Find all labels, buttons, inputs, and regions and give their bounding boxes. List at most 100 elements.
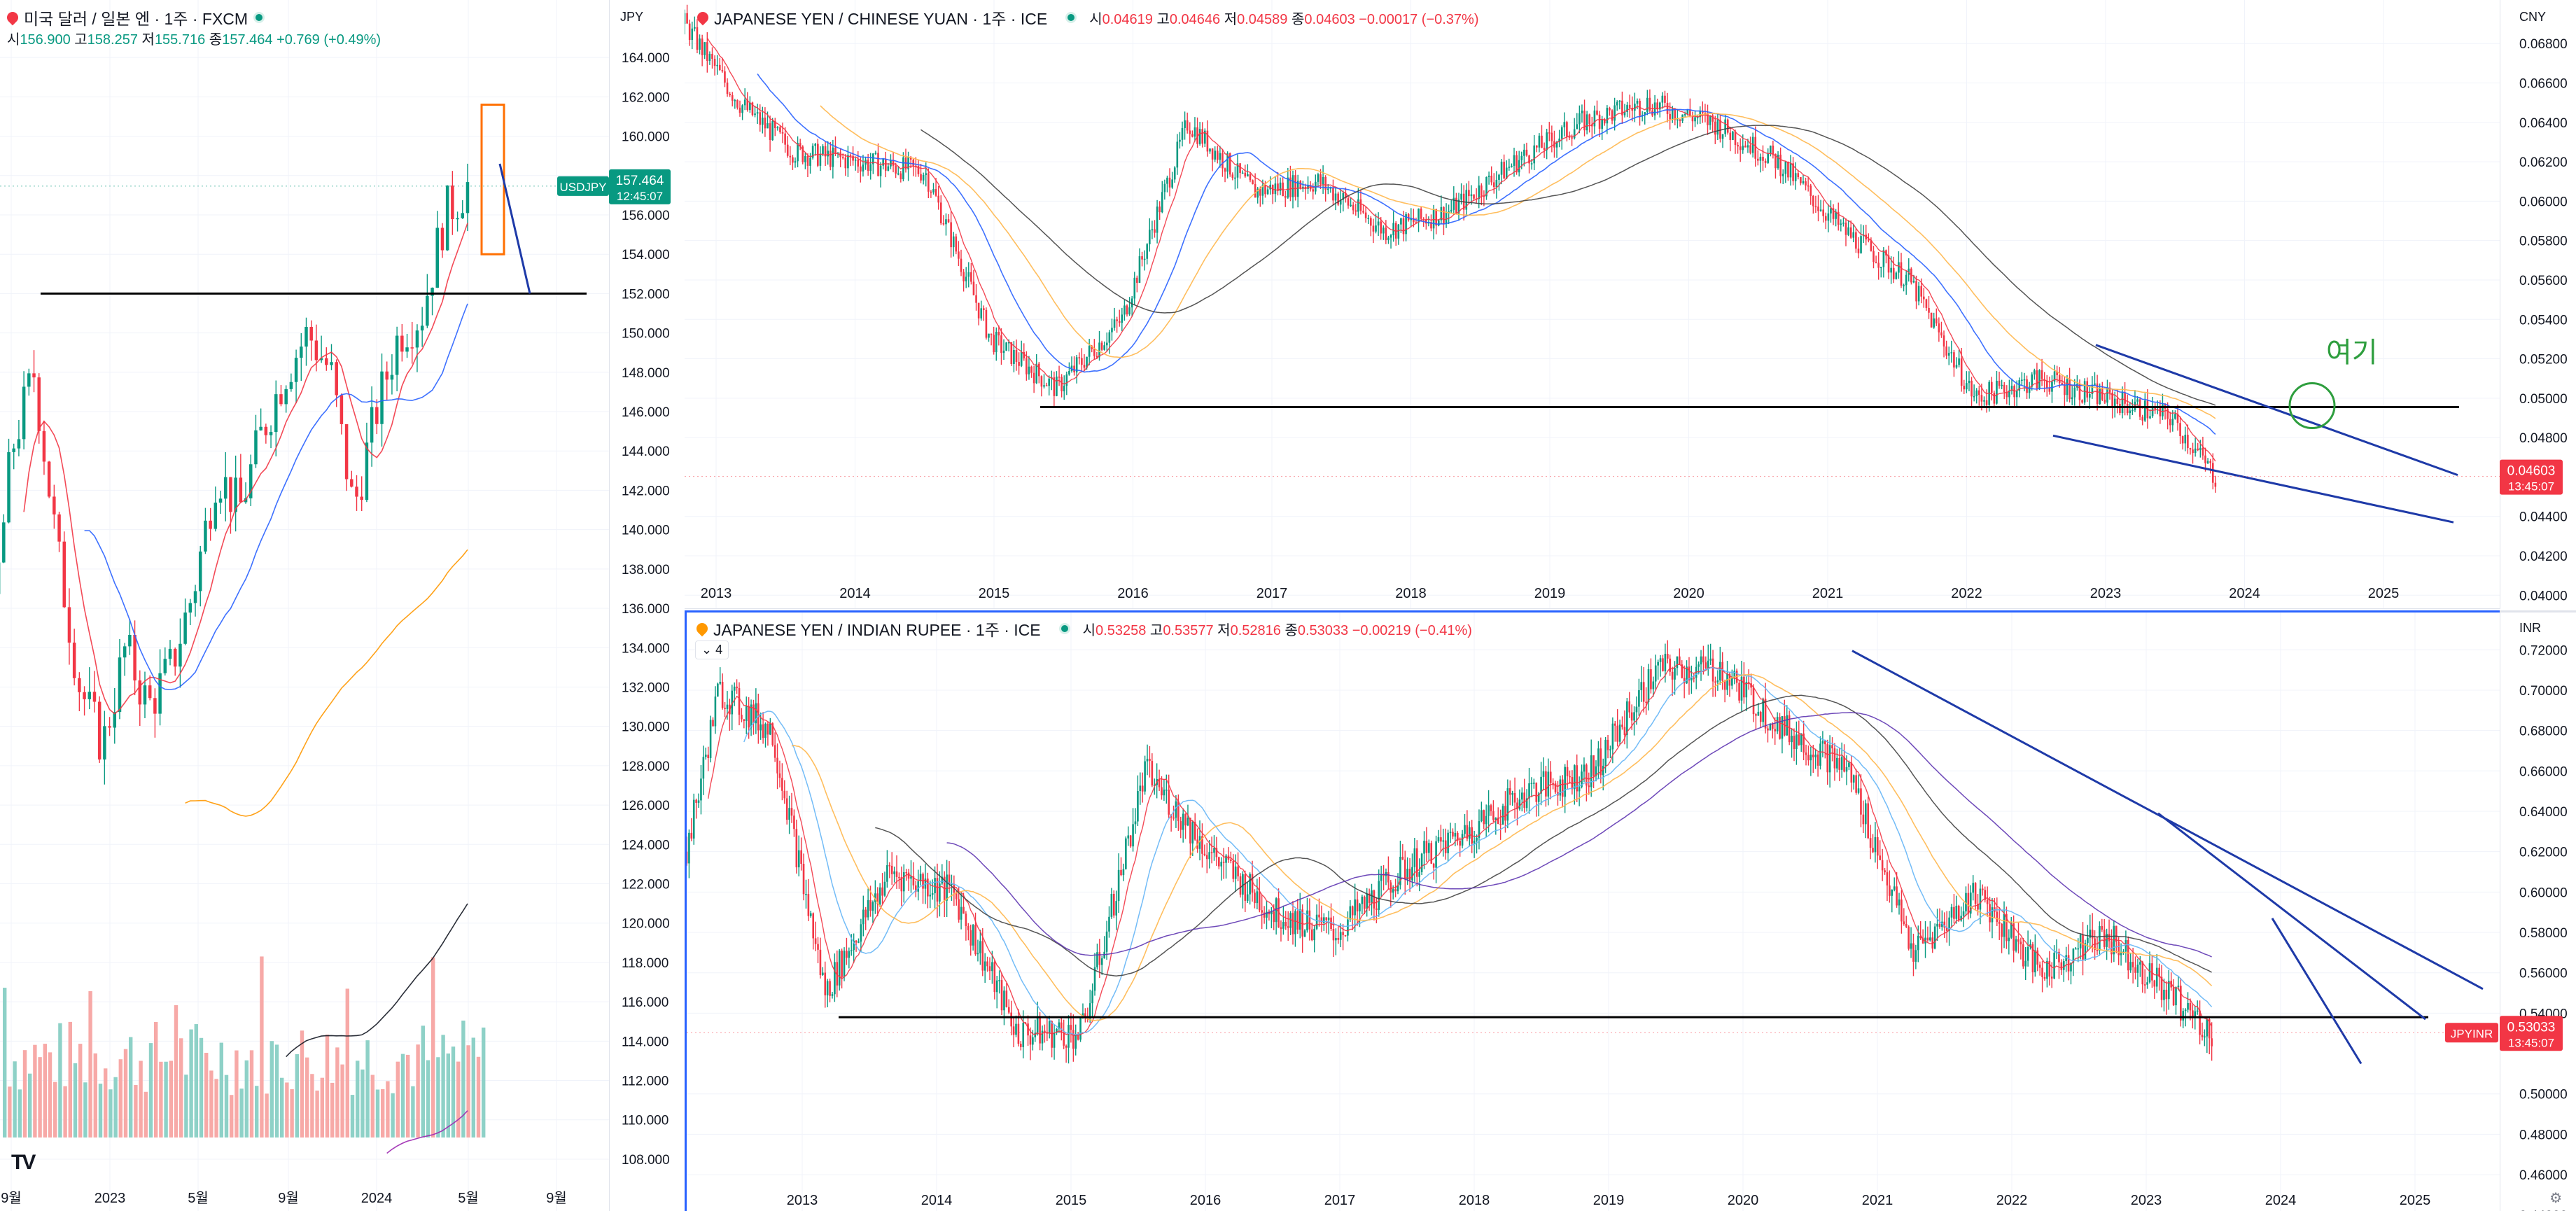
candle — [2067, 955, 2070, 972]
candle — [1425, 841, 1428, 853]
candle — [843, 951, 846, 977]
candle — [1592, 755, 1595, 776]
candle — [2031, 944, 2034, 972]
tradingview-logo[interactable]: TV — [11, 1151, 36, 1174]
candle — [1984, 890, 1987, 900]
axis-border — [609, 0, 610, 1211]
symbol-title[interactable]: JAPANESE YEN / CHINESE YUAN · 1주 · ICE — [714, 10, 1048, 28]
gear-icon[interactable]: ⚙ — [2549, 1191, 2562, 1206]
jpyinr-chart-pane[interactable]: 2013 2014 2015 2016 2017 2018 2019 2020 2021 2022… — [685, 610, 2500, 1211]
candle — [2139, 962, 2141, 965]
candle — [939, 202, 942, 223]
candle — [907, 872, 910, 879]
candle — [1659, 658, 1662, 662]
candle — [1278, 898, 1280, 927]
candle — [2079, 934, 2082, 948]
candle — [893, 871, 895, 874]
symbol-title[interactable]: 미국 달러 / 일본 엔 · 1주 · FXCM — [24, 10, 248, 28]
candle — [1968, 380, 1970, 384]
volume-bar — [43, 1044, 47, 1138]
candle — [1452, 197, 1455, 210]
candle — [1108, 916, 1110, 932]
candle — [1791, 736, 1793, 743]
indicator-collapse-button[interactable]: ⌄ 4 — [695, 640, 729, 659]
y-tick-label: 0.04000 — [2519, 589, 2568, 603]
candle — [883, 881, 886, 896]
x-tick-label: 2025 — [2368, 586, 2400, 601]
candle — [1376, 908, 1378, 910]
candle — [1189, 818, 1191, 844]
jpycny-price-axis[interactable]: 0.06800 0.06600 0.06400 0.06200 0.06000 0.058… — [2500, 0, 2576, 609]
candle — [1488, 805, 1490, 816]
candle — [254, 430, 258, 465]
candle — [1540, 776, 1542, 794]
volume-bar — [78, 1044, 83, 1138]
candle — [1852, 232, 1855, 238]
candle — [1423, 841, 1425, 854]
candle — [1091, 346, 1093, 349]
candle — [1903, 921, 1905, 925]
candle — [2089, 393, 2091, 398]
candle — [2, 522, 6, 563]
y-tick-label: 122.000 — [622, 878, 670, 892]
candle — [1480, 810, 1483, 822]
candle — [1268, 911, 1270, 915]
candle — [1359, 199, 1362, 211]
candle — [435, 227, 440, 288]
jpyinr-price-axis[interactable]: 0.72000 0.70000 0.68000 0.66000 0.64000 0.620… — [2500, 610, 2576, 1211]
candle — [1774, 729, 1777, 732]
candle — [936, 878, 939, 902]
candle — [1533, 145, 1536, 164]
candle — [451, 186, 454, 220]
candle — [1860, 236, 1862, 253]
candle — [2091, 384, 2094, 394]
candle — [2108, 387, 2111, 393]
candle — [704, 42, 706, 55]
candle — [1993, 393, 1996, 404]
candle — [1120, 869, 1122, 876]
currency-unit-label[interactable]: JPY — [620, 10, 644, 24]
candle — [1571, 777, 1574, 790]
candle — [2115, 925, 2118, 942]
currency-unit-label[interactable]: INR — [2519, 621, 2541, 635]
jpycny-chart-pane[interactable]: 2013 2014 2015 2016 2017 2018 2019 2020 2021 2022… — [685, 0, 2500, 609]
candle — [1955, 905, 1958, 919]
candle — [1354, 899, 1356, 916]
candle — [1027, 1023, 1029, 1036]
currency-unit-label[interactable]: CNY — [2519, 10, 2547, 24]
candle — [824, 972, 827, 995]
candle — [1788, 715, 1791, 743]
candle — [1857, 248, 1860, 253]
volume-bar — [199, 1037, 204, 1138]
candle — [1420, 853, 1423, 872]
candle — [1662, 658, 1664, 671]
jpyinr-chart[interactable]: 2013 2014 2015 2016 2017 2018 2019 2020 2021 2022… — [687, 612, 2500, 1211]
market-status-icon — [1065, 12, 1077, 23]
candle — [764, 723, 766, 738]
candle — [965, 913, 967, 926]
candle — [797, 143, 799, 162]
candle — [781, 778, 783, 791]
candle — [1844, 223, 1847, 235]
candle — [1724, 119, 1726, 134]
symbol-title[interactable]: JAPANESE YEN / INDIAN RUPEE · 1주 · ICE — [713, 621, 1041, 639]
candle — [1563, 122, 1566, 127]
candle — [1084, 1013, 1086, 1018]
candle — [2194, 448, 2197, 454]
y-tick-label: 160.000 — [622, 130, 670, 145]
candle — [1196, 127, 1198, 144]
usdjpy-chart-pane[interactable]: 9월 2023 5월 9월 2024 5월 9월 USDJPY 미국 달러 / 일본 엔 · … — [0, 0, 609, 1211]
candle — [990, 333, 993, 335]
candle — [2201, 1035, 2204, 1037]
candle — [2058, 951, 2060, 962]
candle — [690, 832, 693, 839]
candle — [1912, 281, 1915, 283]
y-tick-label: 0.05400 — [2519, 313, 2568, 328]
candle — [2038, 370, 2040, 388]
y-tick-label: 138.000 — [622, 563, 670, 578]
candle — [1503, 162, 1505, 179]
jpycny-chart[interactable]: 2013 2014 2015 2016 2017 2018 2019 2020 2021 2022… — [685, 0, 2500, 609]
candle — [52, 496, 56, 514]
usdjpy-price-axis[interactable]: 164.000162.000160.000158.000156.000154.0… — [609, 0, 685, 1211]
